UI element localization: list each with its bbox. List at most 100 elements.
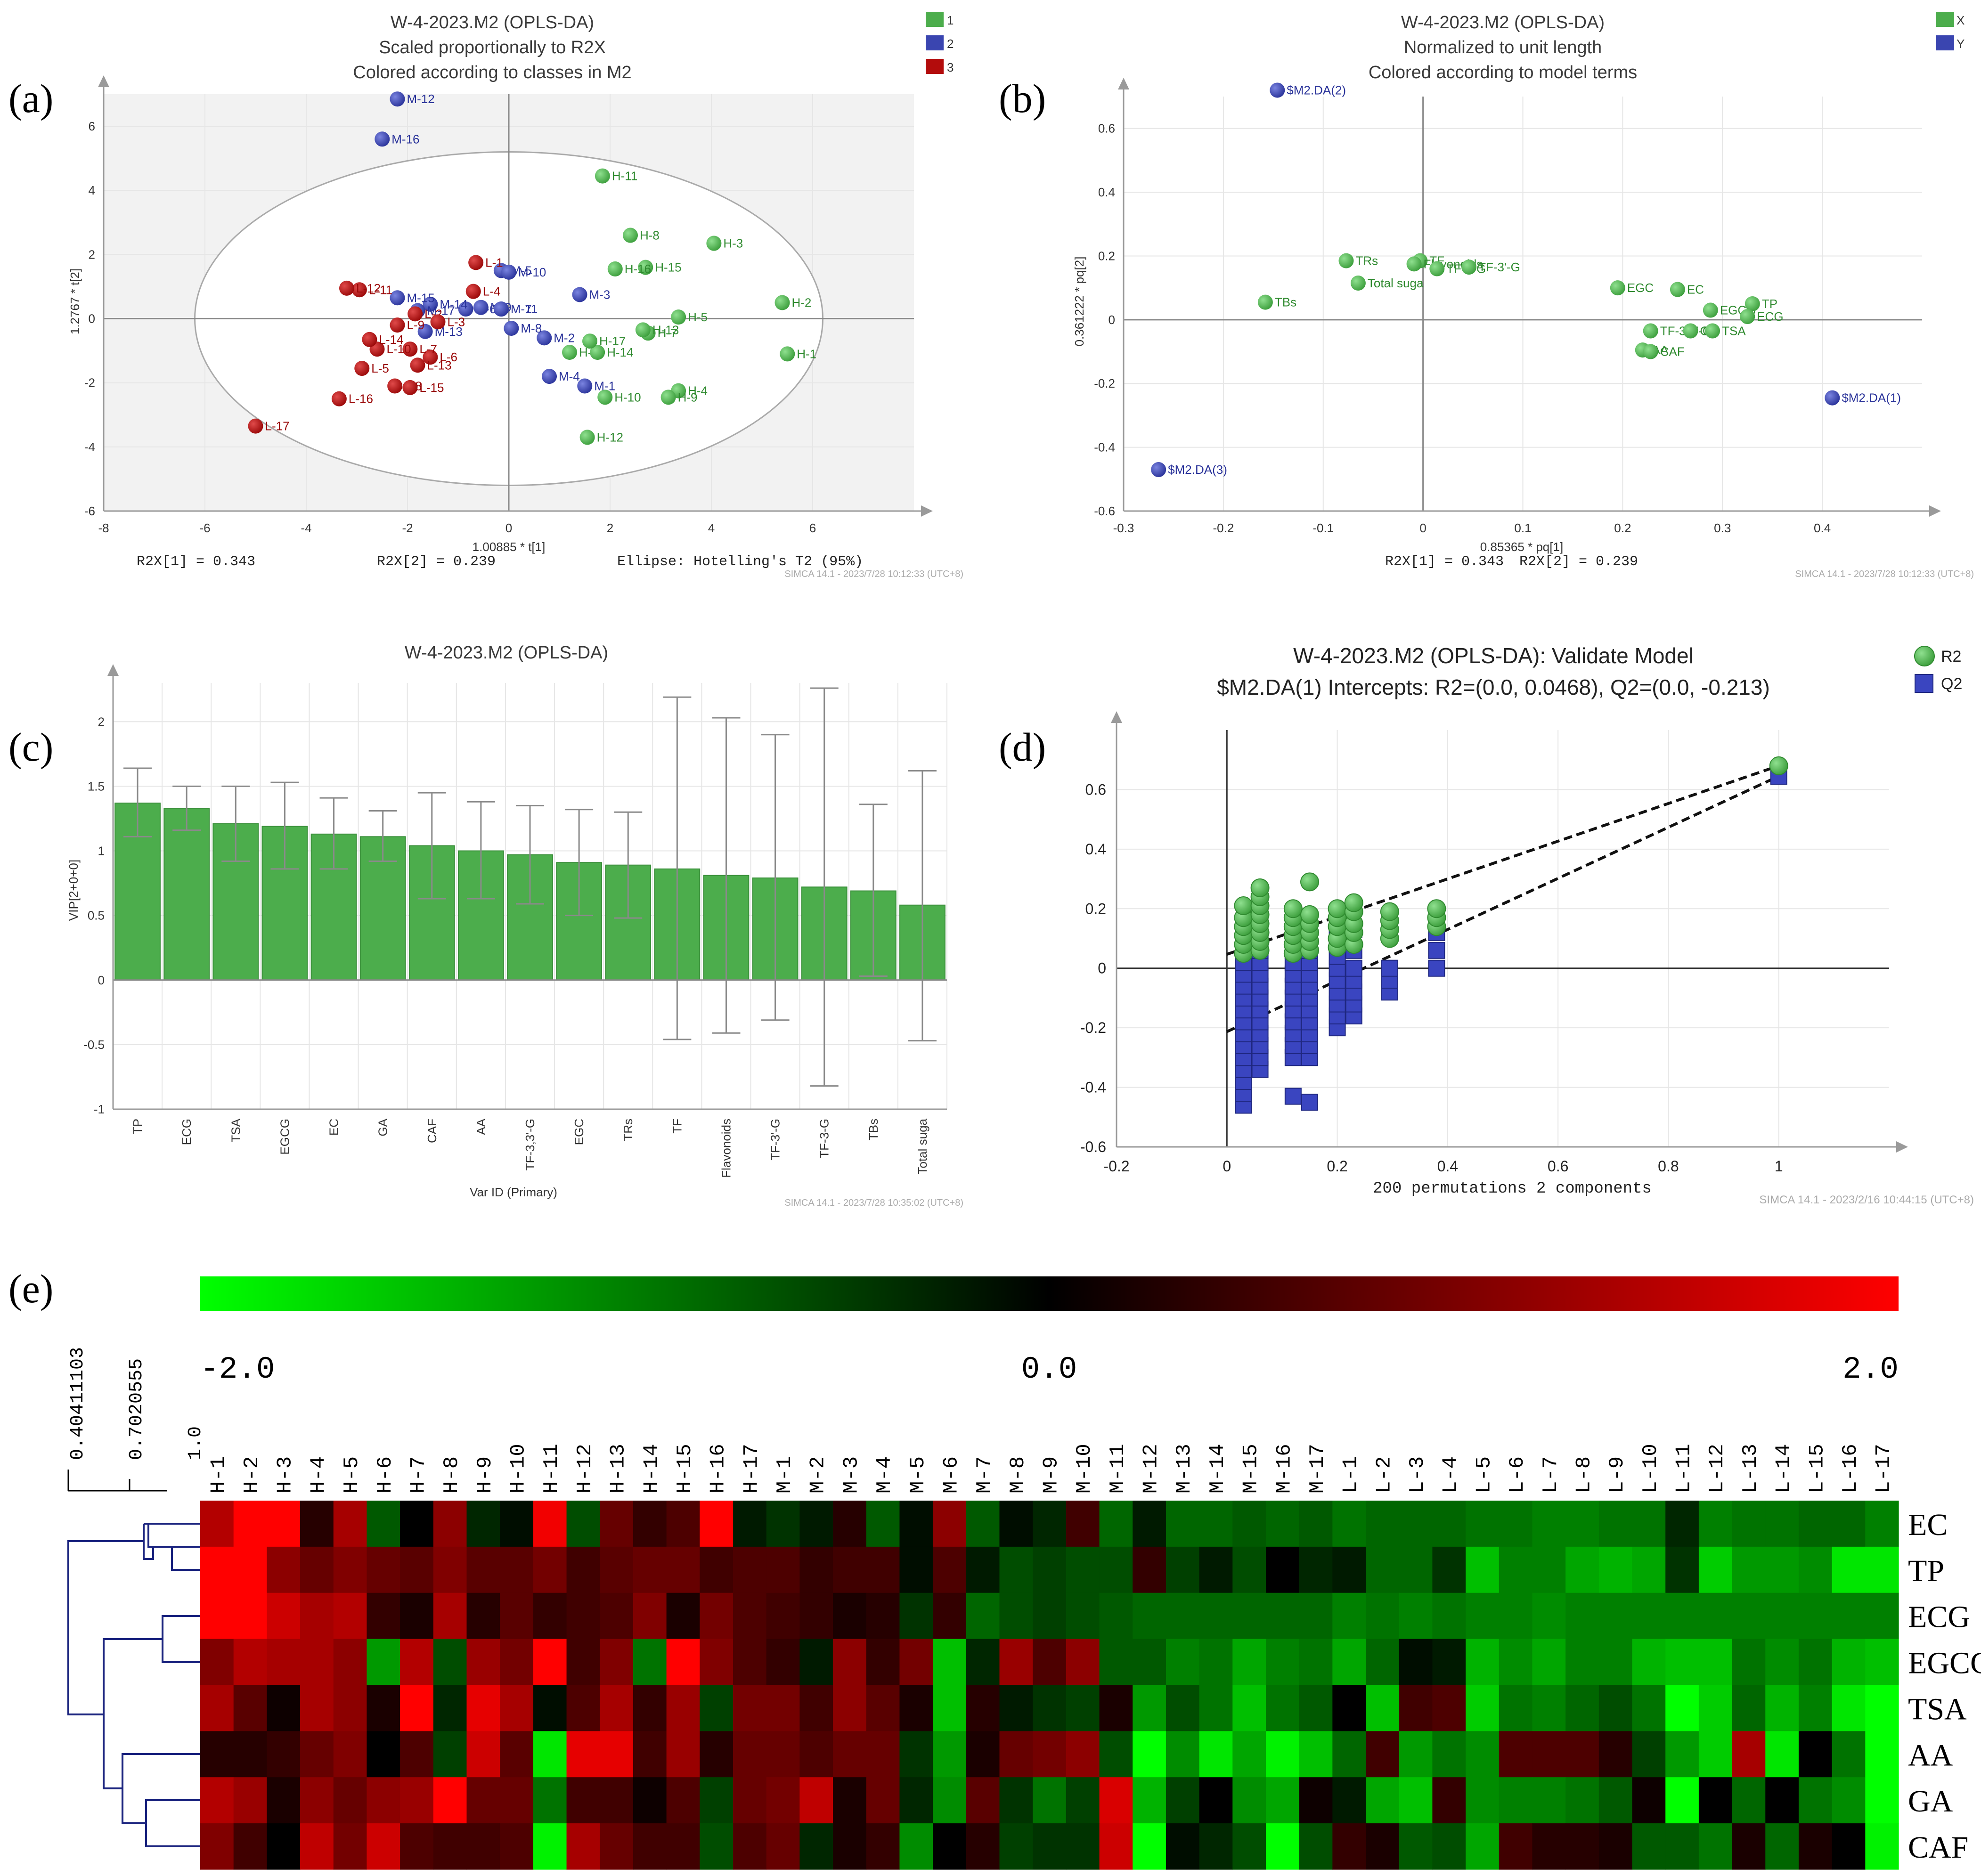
- heatmap-col-label: L-8: [1572, 1456, 1596, 1494]
- q2-point: [1381, 959, 1398, 977]
- heatmap-cell-TSA-H-2: [233, 1685, 267, 1731]
- heatmap-cell-EC-M-13: [1166, 1501, 1200, 1547]
- chart-d-title-1: W-4-2023.M2 (OPLS-DA): Validate Model: [1293, 643, 1694, 668]
- heatmap-cell-TP-M-6: [933, 1546, 967, 1593]
- heatmap-cell-ECG-H-10: [500, 1592, 534, 1640]
- heatmap-col-label: M-14: [1206, 1444, 1230, 1494]
- point-a-M-3: [572, 287, 587, 302]
- point-a-L-9: [390, 317, 405, 333]
- chart-b-title-3: Colored according to model terms: [1369, 63, 1637, 82]
- heatmap-cell-EC-L-11: [1665, 1501, 1699, 1547]
- heatmap-cell-CAF-L-6: [1499, 1823, 1533, 1870]
- heatmap-cell-TP-H-1: [200, 1546, 234, 1593]
- heatmap-col-label: H-7: [407, 1456, 430, 1494]
- point-a-H-15: [638, 260, 653, 275]
- heatmap-cell-AA-M-16: [1265, 1731, 1300, 1778]
- chart-d-title-2: $M2.DA(1) Intercepts: R2=(0.0, 0.0468), …: [1217, 675, 1770, 699]
- point-a-H-11: [595, 168, 610, 184]
- heatmap-cell-TSA-M-1: [766, 1685, 800, 1731]
- point-a-label: L-17: [265, 419, 290, 433]
- heatmap-cell-EC-L-17: [1865, 1501, 1899, 1547]
- heatmap-cell-AA-M-8: [999, 1731, 1033, 1778]
- tick-c-x: AA: [474, 1118, 488, 1135]
- point-a-label: H-16: [625, 262, 651, 276]
- heatmap-cell-TSA-L-5: [1466, 1685, 1500, 1731]
- point-b-$M2.DA(2): [1270, 82, 1285, 98]
- legend-b-swatch-y: [1936, 35, 1954, 50]
- tick-b-y: 0.6: [1098, 122, 1115, 136]
- point-a-label: H-9: [678, 390, 698, 404]
- heatmap-cell-TSA-H-11: [533, 1685, 567, 1731]
- heatmap-cell-EGCG-L-2: [1366, 1639, 1400, 1686]
- heatmap-cell-EC-M-12: [1133, 1501, 1166, 1547]
- tree-scale-label-2: 0.7020555: [126, 1358, 147, 1460]
- heatmap-cell-GA-H-11: [533, 1777, 567, 1824]
- point-a-H-13: [635, 322, 651, 338]
- heatmap-color-scale: [200, 1276, 1899, 1311]
- tick-c-x: TF-3-G: [817, 1119, 832, 1158]
- point-b-label: Total suga: [1368, 276, 1424, 290]
- tick-c-x: Total suga: [915, 1118, 929, 1174]
- heatmap-cell-EGCG-H-12: [566, 1639, 600, 1686]
- scale-label-max: 2.0: [1842, 1352, 1899, 1387]
- legend-a-swatch-3: [926, 59, 944, 74]
- chart-c-xlabel: Var ID (Primary): [470, 1185, 557, 1199]
- heatmap-cell-EC-H-6: [367, 1501, 400, 1547]
- chart-b-footer-2: R2X[2] = 0.239: [1519, 554, 1638, 570]
- heatmap-cell-AA-M-1: [766, 1731, 800, 1778]
- point-a-M-16: [375, 131, 390, 147]
- legend-d-q2-marker: [1915, 674, 1933, 693]
- point-a-M-14: [423, 296, 438, 312]
- heatmap-cell-AA-H-5: [333, 1731, 367, 1778]
- heatmap-row-label-EC: EC: [1908, 1508, 1948, 1542]
- heatmap-cell-TSA-M-12: [1133, 1685, 1166, 1731]
- tick-c-x: CAF: [425, 1119, 439, 1143]
- point-b-CAF: [1643, 344, 1658, 359]
- chart-a-footer-3: Ellipse: Hotelling's T2 (95%): [617, 554, 863, 570]
- heatmap-cell-CAF-L-5: [1466, 1823, 1500, 1870]
- point-a-L-4: [465, 284, 481, 299]
- point-a-L-17: [248, 418, 263, 434]
- tick-d-x: 0.6: [1548, 1158, 1568, 1175]
- heatmap-cell-TSA-L-4: [1432, 1685, 1466, 1731]
- heatmap-cell-TP-L-6: [1499, 1546, 1533, 1593]
- axis-d-x-arrow: [1896, 1141, 1908, 1153]
- heatmap-cell-GA-M-11: [1099, 1777, 1133, 1824]
- point-b-EC: [1670, 282, 1685, 297]
- heatmap-cell-TP-L-5: [1466, 1546, 1500, 1593]
- heatmap-cell-TSA-M-16: [1265, 1685, 1300, 1731]
- heatmap-cell-AA-M-2: [799, 1731, 833, 1778]
- heatmap-cell-TP-L-8: [1565, 1546, 1599, 1593]
- heatmap-cell-TSA-H-3: [267, 1685, 301, 1731]
- tick-a-x: 4: [708, 521, 715, 535]
- heatmap-cell-TP-M-3: [833, 1546, 867, 1593]
- heatmap-cell-AA-L-2: [1366, 1731, 1400, 1778]
- heatmap-cell-AA-M-15: [1232, 1731, 1266, 1778]
- heatmap-cell-GA-H-2: [233, 1777, 267, 1824]
- heatmap-cell-ECG-L-3: [1399, 1592, 1433, 1640]
- heatmap-cell-AA-L-3: [1399, 1731, 1433, 1778]
- chart-a-stamp: SIMCA 14.1 - 2023/7/28 10:12:33 (UTC+8): [784, 569, 963, 579]
- heatmap-cell-ECG-M-8: [999, 1592, 1033, 1640]
- r2-point: [1328, 899, 1347, 918]
- heatmap-cell-AA-H-2: [233, 1731, 267, 1778]
- legend-d-q2-label: Q2: [1941, 675, 1962, 693]
- heatmap-cell-CAF-L-1: [1332, 1823, 1366, 1870]
- heatmap-cell-CAF-H-2: [233, 1823, 267, 1870]
- heatmap-cell-TSA-H-7: [400, 1685, 434, 1731]
- bar-ECG: [163, 808, 210, 981]
- heatmap-cell-EC-H-7: [400, 1501, 434, 1547]
- heatmap-cell-TP-M-14: [1199, 1546, 1233, 1593]
- plot-d-r2-points: [1234, 756, 1788, 963]
- heatmap-cell-TSA-M-11: [1099, 1685, 1133, 1731]
- heatmap-cell-CAF-L-15: [1798, 1823, 1833, 1870]
- heatmap-cell-ECG-L-17: [1865, 1592, 1899, 1640]
- tick-c-y: 2: [98, 715, 105, 729]
- heatmap-cell-TSA-M-13: [1166, 1685, 1200, 1731]
- tick-d-y: 0.6: [1085, 781, 1106, 798]
- heatmap-col-label: L-12: [1705, 1444, 1729, 1494]
- heatmap-cell-ECG-M-13: [1166, 1592, 1200, 1640]
- heatmap-cell-ECG-H-5: [333, 1592, 367, 1640]
- heatmap-cell-CAF-M-9: [1033, 1823, 1067, 1870]
- heatmap-cell-ECG-H-15: [666, 1592, 700, 1640]
